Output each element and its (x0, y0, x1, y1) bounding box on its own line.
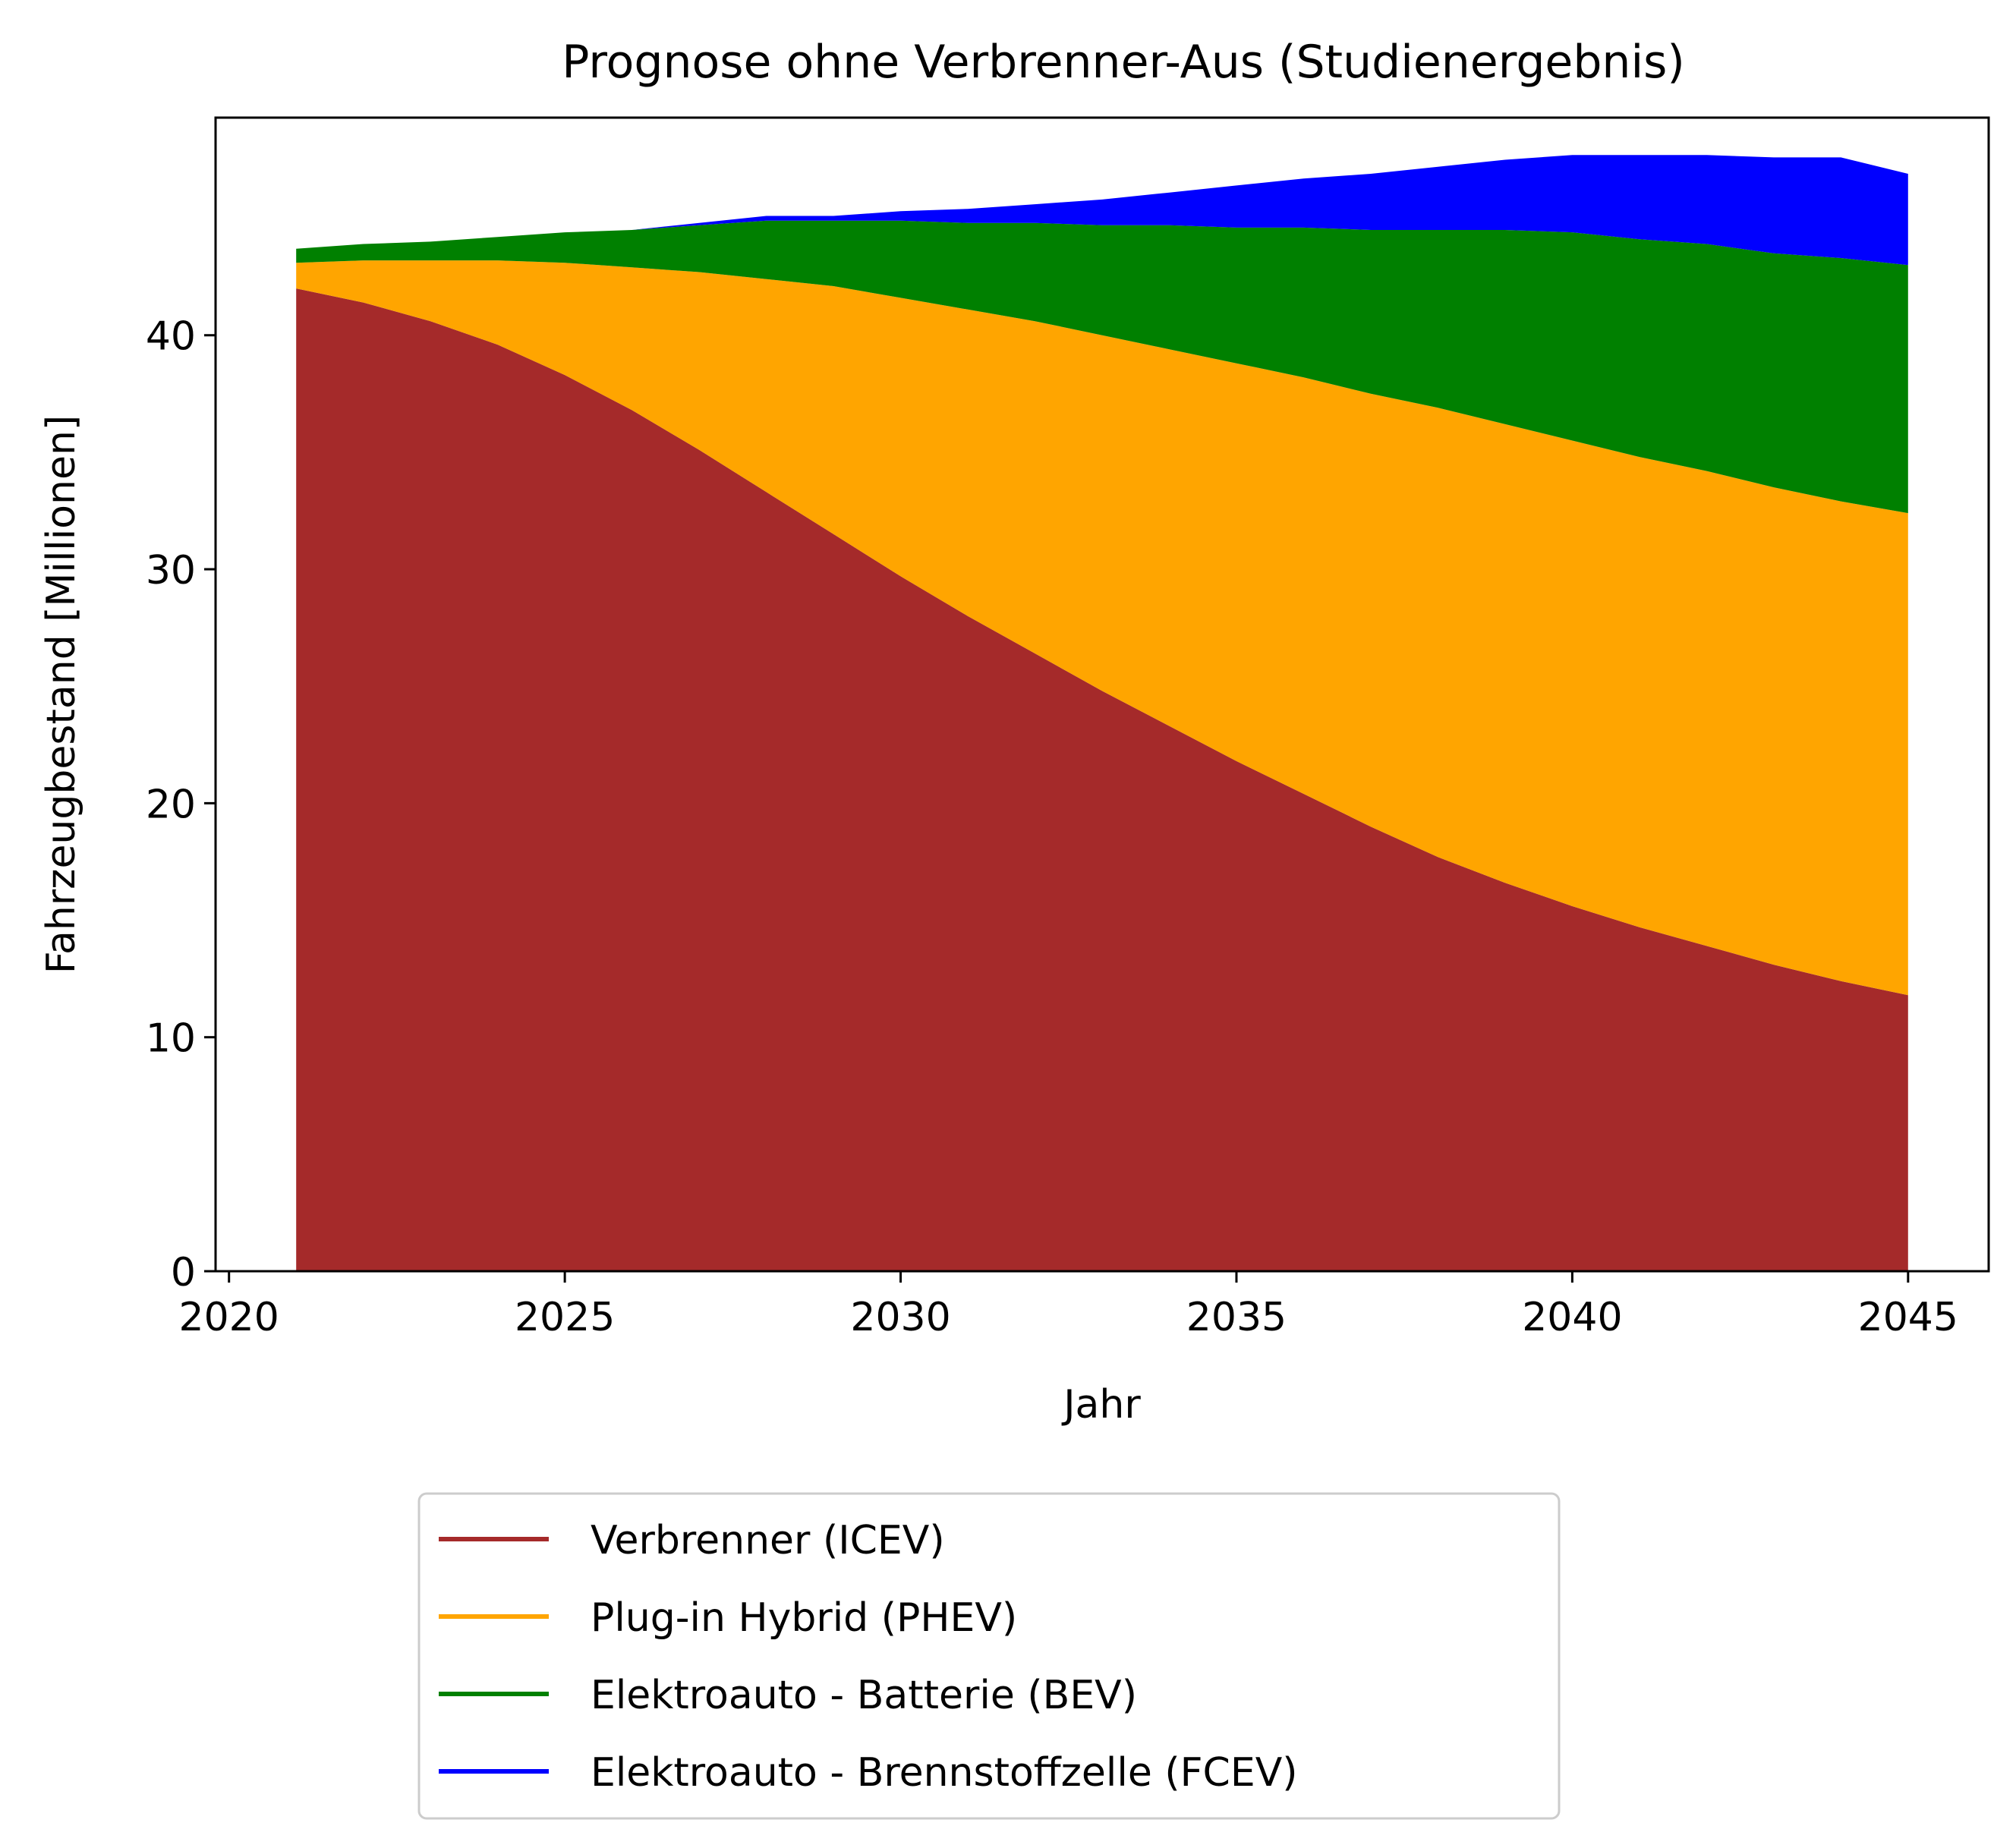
y-tick-label: 0 (171, 1250, 196, 1295)
y-axis-label: Fahrzeugbestand [Millionen] (39, 415, 84, 974)
legend-label: Elektroauto - Batterie (BEV) (591, 1673, 1137, 1718)
y-tick-label: 30 (146, 548, 196, 593)
x-tick-label: 2025 (515, 1295, 615, 1340)
y-tick-label: 20 (146, 782, 196, 827)
area-series-1 (296, 288, 1908, 1272)
legend: Verbrenner (ICEV) Plug-in Hybrid (PHEV) El… (417, 1492, 1561, 1820)
x-tick-label: 2030 (850, 1295, 950, 1340)
chart-title: Prognose ohne Verbrenner-Aus (Studienerg… (562, 36, 1685, 89)
area-series-3 (296, 220, 1908, 514)
area-series-group (296, 155, 1908, 1272)
x-tick-label: 2045 (1858, 1295, 1958, 1340)
legend-frame (417, 1492, 1561, 1820)
area-series-4 (296, 155, 1908, 266)
legend-label: Elektroauto - Brennstoffzelle (FCEV) (591, 1750, 1298, 1796)
x-axis-label: Jahr (1061, 1382, 1141, 1428)
y-tick-label: 10 (146, 1016, 196, 1062)
x-axis: 2020 2025 2030 2035 2040 2045 (179, 1271, 1958, 1340)
y-axis: 0 10 20 30 40 (146, 314, 216, 1295)
x-tick-label: 2035 (1186, 1295, 1287, 1340)
x-tick-label: 2020 (179, 1295, 279, 1340)
legend-label: Verbrenner (ICEV) (591, 1518, 945, 1563)
area-series-2 (296, 260, 1908, 996)
x-tick-label: 2040 (1522, 1295, 1622, 1340)
legend-label: Plug-in Hybrid (PHEV) (591, 1595, 1017, 1641)
y-tick-label: 40 (146, 314, 196, 360)
plot-frame (214, 116, 1990, 1273)
